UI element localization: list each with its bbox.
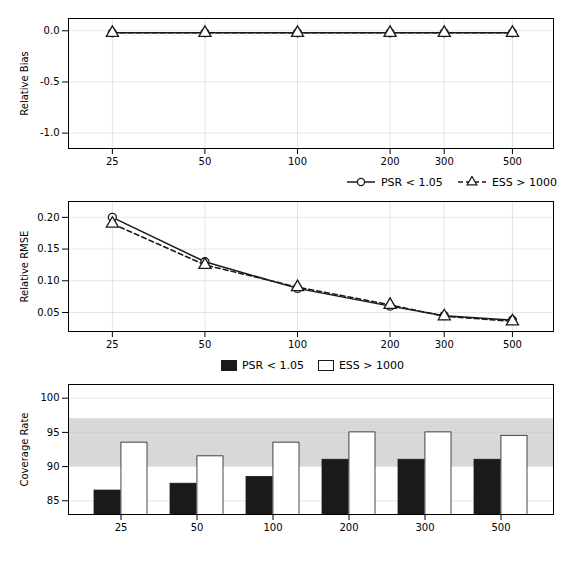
svg-text:95: 95 xyxy=(47,427,60,438)
svg-text:200: 200 xyxy=(339,522,358,533)
svg-text:100: 100 xyxy=(263,522,282,533)
svg-text:100: 100 xyxy=(40,392,59,403)
svg-text:0.10: 0.10 xyxy=(37,275,59,286)
svg-text:50: 50 xyxy=(199,156,212,167)
svg-text:-1.0: -1.0 xyxy=(40,127,60,138)
svg-text:500: 500 xyxy=(503,156,522,167)
svg-text:100: 100 xyxy=(288,339,307,350)
svg-text:Coverage Rate: Coverage Rate xyxy=(19,412,30,486)
html-text:ESS > 1000: ESS > 1000 xyxy=(338,358,404,372)
svg-text:25: 25 xyxy=(115,522,128,533)
svg-text:500: 500 xyxy=(491,522,510,533)
html-text:ESS > 1000: ESS > 1000 xyxy=(491,175,557,189)
svg-text:85: 85 xyxy=(47,495,60,506)
svg-text:50: 50 xyxy=(191,522,204,533)
svg-text:90: 90 xyxy=(47,461,60,472)
svg-text:200: 200 xyxy=(381,156,400,167)
svg-text:0.20: 0.20 xyxy=(37,212,59,223)
svg-text:500: 500 xyxy=(503,339,522,350)
svg-text:0.0: 0.0 xyxy=(44,25,60,36)
svg-text:300: 300 xyxy=(415,522,434,533)
svg-text:100: 100 xyxy=(288,156,307,167)
html-text:PSR < 1.05: PSR < 1.05 xyxy=(242,358,304,372)
svg-text:300: 300 xyxy=(435,339,454,350)
svg-text:Relative RMSE: Relative RMSE xyxy=(19,231,30,303)
html-text:PSR < 1.05: PSR < 1.05 xyxy=(380,175,443,189)
svg-text:0.05: 0.05 xyxy=(37,307,59,318)
svg-text:25: 25 xyxy=(106,339,119,350)
svg-text:Relative Bias: Relative Bias xyxy=(19,51,30,115)
svg-text:0.15: 0.15 xyxy=(37,243,59,254)
svg-text:-0.5: -0.5 xyxy=(40,76,60,87)
svg-text:200: 200 xyxy=(381,339,400,350)
svg-text:300: 300 xyxy=(435,156,454,167)
svg-text:25: 25 xyxy=(106,156,119,167)
svg-text:50: 50 xyxy=(199,339,212,350)
